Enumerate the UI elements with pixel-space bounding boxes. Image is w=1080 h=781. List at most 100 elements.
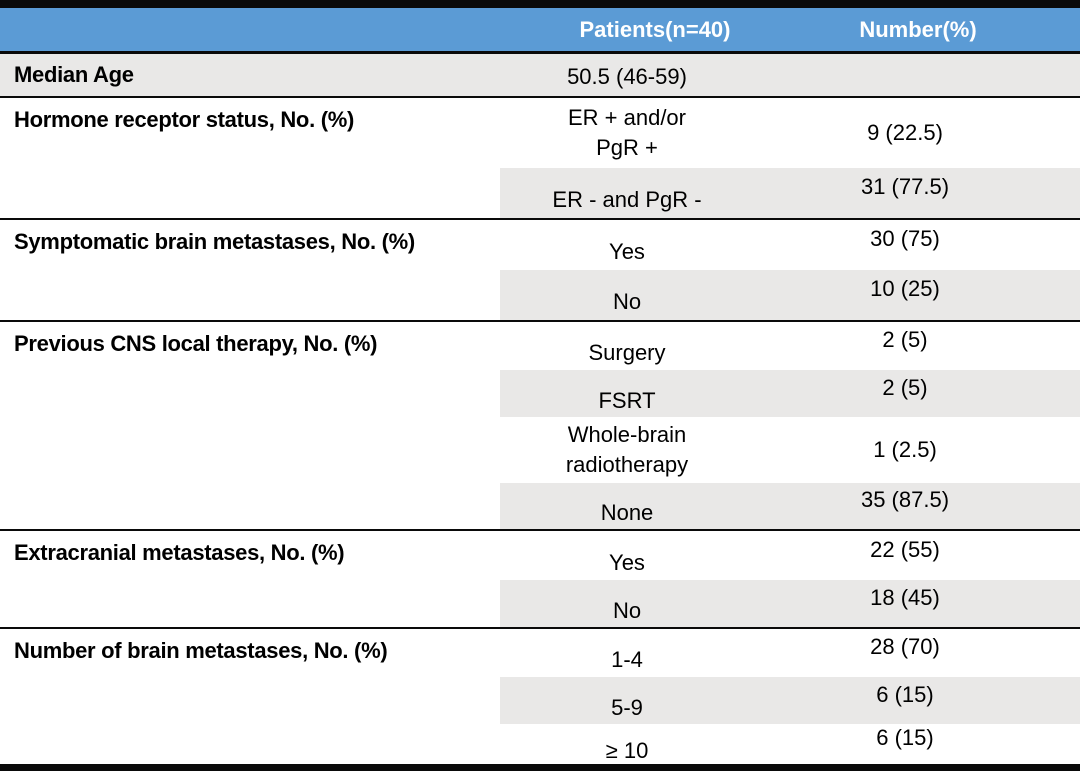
option-line: PgR + <box>596 135 658 160</box>
option-value: 5-9 <box>611 694 643 720</box>
table-row: Median Age 50.5 (46-59) <box>0 54 1080 96</box>
row-label: Number of brain metastases, No. (%) <box>14 638 388 663</box>
option-value: None <box>600 500 654 525</box>
table-row: ER - and PgR - 31 (77.5) <box>0 168 1080 218</box>
option-cell: Yes <box>500 220 810 270</box>
number-value: 31 (77.5) <box>860 174 950 199</box>
number-cell: 18 (45) <box>810 580 1080 627</box>
number-value: 2 (5) <box>882 374 928 400</box>
number-value: 35 (87.5) <box>860 487 950 512</box>
section-divider <box>0 627 1080 629</box>
row-label-empty <box>0 483 500 529</box>
option-cell: Whole-brain radiotherapy <box>500 417 810 483</box>
row-label: Previous CNS local therapy, No. (%) <box>14 331 378 356</box>
option-value: ER + and/or PgR + <box>568 103 686 163</box>
table-row: 5-9 6 (15) <box>0 677 1080 724</box>
option-cell: 50.5 (46-59) <box>500 54 810 96</box>
option-cell: FSRT <box>500 370 810 417</box>
number-cell <box>810 54 1080 96</box>
row-label-empty <box>0 370 500 417</box>
option-cell: Yes <box>500 531 810 580</box>
option-cell: Surgery <box>500 322 810 370</box>
row-label: Median Age <box>0 54 500 96</box>
row-label: Symptomatic brain metastases, No. (%) <box>14 229 415 254</box>
option-value: FSRT <box>598 387 656 413</box>
option-cell: No <box>500 270 810 320</box>
number-cell: 2 (5) <box>810 370 1080 417</box>
number-cell: 22 (55) <box>810 531 1080 580</box>
header-cell-patients: Patients(n=40) <box>579 16 731 42</box>
number-cell: 28 (70) <box>810 629 1080 677</box>
section-divider <box>0 218 1080 220</box>
option-value: Surgery <box>588 340 666 365</box>
section-divider <box>0 51 1080 54</box>
row-label-empty <box>0 417 500 483</box>
table-row: ≥ 10 6 (15) <box>0 724 1080 764</box>
number-value: 30 (75) <box>870 226 940 251</box>
option-value: Whole-brain radiotherapy <box>566 420 688 480</box>
number-value: 2 (5) <box>882 327 928 352</box>
table-row: None 35 (87.5) <box>0 483 1080 529</box>
option-value: 1-4 <box>611 647 643 672</box>
section-divider <box>0 529 1080 531</box>
option-value: ER - and PgR - <box>552 187 702 212</box>
table-row: Extracranial metastases, No. (%) Yes 22 … <box>0 531 1080 580</box>
number-value: 18 (45) <box>870 584 940 610</box>
table-bottom-border <box>0 764 1080 771</box>
table-row: Previous CNS local therapy, No. (%) Surg… <box>0 322 1080 370</box>
table-row: Symptomatic brain metastases, No. (%) Ye… <box>0 220 1080 270</box>
row-label: Hormone receptor status, No. (%) <box>14 107 355 132</box>
option-value: Yes <box>609 239 645 264</box>
number-cell: 9 (22.5) <box>810 98 1080 168</box>
number-value: 28 (70) <box>870 634 940 659</box>
option-cell: 1-4 <box>500 629 810 677</box>
table-row: No 18 (45) <box>0 580 1080 627</box>
table-row: Hormone receptor status, No. (%) ER + an… <box>0 98 1080 168</box>
number-value: 6 (15) <box>876 681 934 707</box>
row-label-empty <box>0 270 500 320</box>
number-value: 22 (55) <box>870 536 940 562</box>
option-value: ≥ 10 <box>605 738 649 763</box>
number-value: 9 (22.5) <box>867 120 943 145</box>
number-cell: 6 (15) <box>810 677 1080 724</box>
header-cell-empty <box>0 8 500 51</box>
section-divider <box>0 96 1080 98</box>
row-label-empty <box>0 168 500 218</box>
number-cell: 1 (2.5) <box>810 417 1080 483</box>
row-label-empty <box>0 580 500 627</box>
row-label: Extracranial metastases, No. (%) <box>14 540 345 565</box>
option-line: radiotherapy <box>565 452 689 477</box>
row-label-empty <box>0 677 500 724</box>
number-cell: 6 (15) <box>810 724 1080 764</box>
header-cell-number: Number(%) <box>859 16 977 42</box>
table-top-border <box>0 0 1080 8</box>
number-value: 6 (15) <box>876 725 934 750</box>
option-cell: 5-9 <box>500 677 810 724</box>
number-value: 10 (25) <box>870 276 940 301</box>
option-cell: No <box>500 580 810 627</box>
option-line: Whole-brain <box>567 422 687 447</box>
number-cell: 31 (77.5) <box>810 168 1080 218</box>
table-row: Whole-brain radiotherapy 1 (2.5) <box>0 417 1080 483</box>
option-value: No <box>612 289 642 314</box>
number-cell: 35 (87.5) <box>810 483 1080 529</box>
table-row: FSRT 2 (5) <box>0 370 1080 417</box>
option-value: Yes <box>609 549 645 575</box>
option-cell: ≥ 10 <box>500 724 810 764</box>
table-row: No 10 (25) <box>0 270 1080 320</box>
option-value: No <box>612 597 642 623</box>
number-cell: 2 (5) <box>810 322 1080 370</box>
option-value: 50.5 (46-59) <box>567 64 687 89</box>
option-cell: ER - and PgR - <box>500 168 810 218</box>
option-cell: ER + and/or PgR + <box>500 98 810 168</box>
row-label-empty <box>0 724 500 764</box>
number-value: 1 (2.5) <box>873 437 937 462</box>
section-divider <box>0 320 1080 322</box>
number-cell: 30 (75) <box>810 220 1080 270</box>
table-row: Number of brain metastases, No. (%) 1-4 … <box>0 629 1080 677</box>
option-cell: None <box>500 483 810 529</box>
option-line: ER + and/or <box>567 105 686 130</box>
header-row: Patients(n=40) Number(%) <box>0 8 1080 51</box>
number-cell: 10 (25) <box>810 270 1080 320</box>
